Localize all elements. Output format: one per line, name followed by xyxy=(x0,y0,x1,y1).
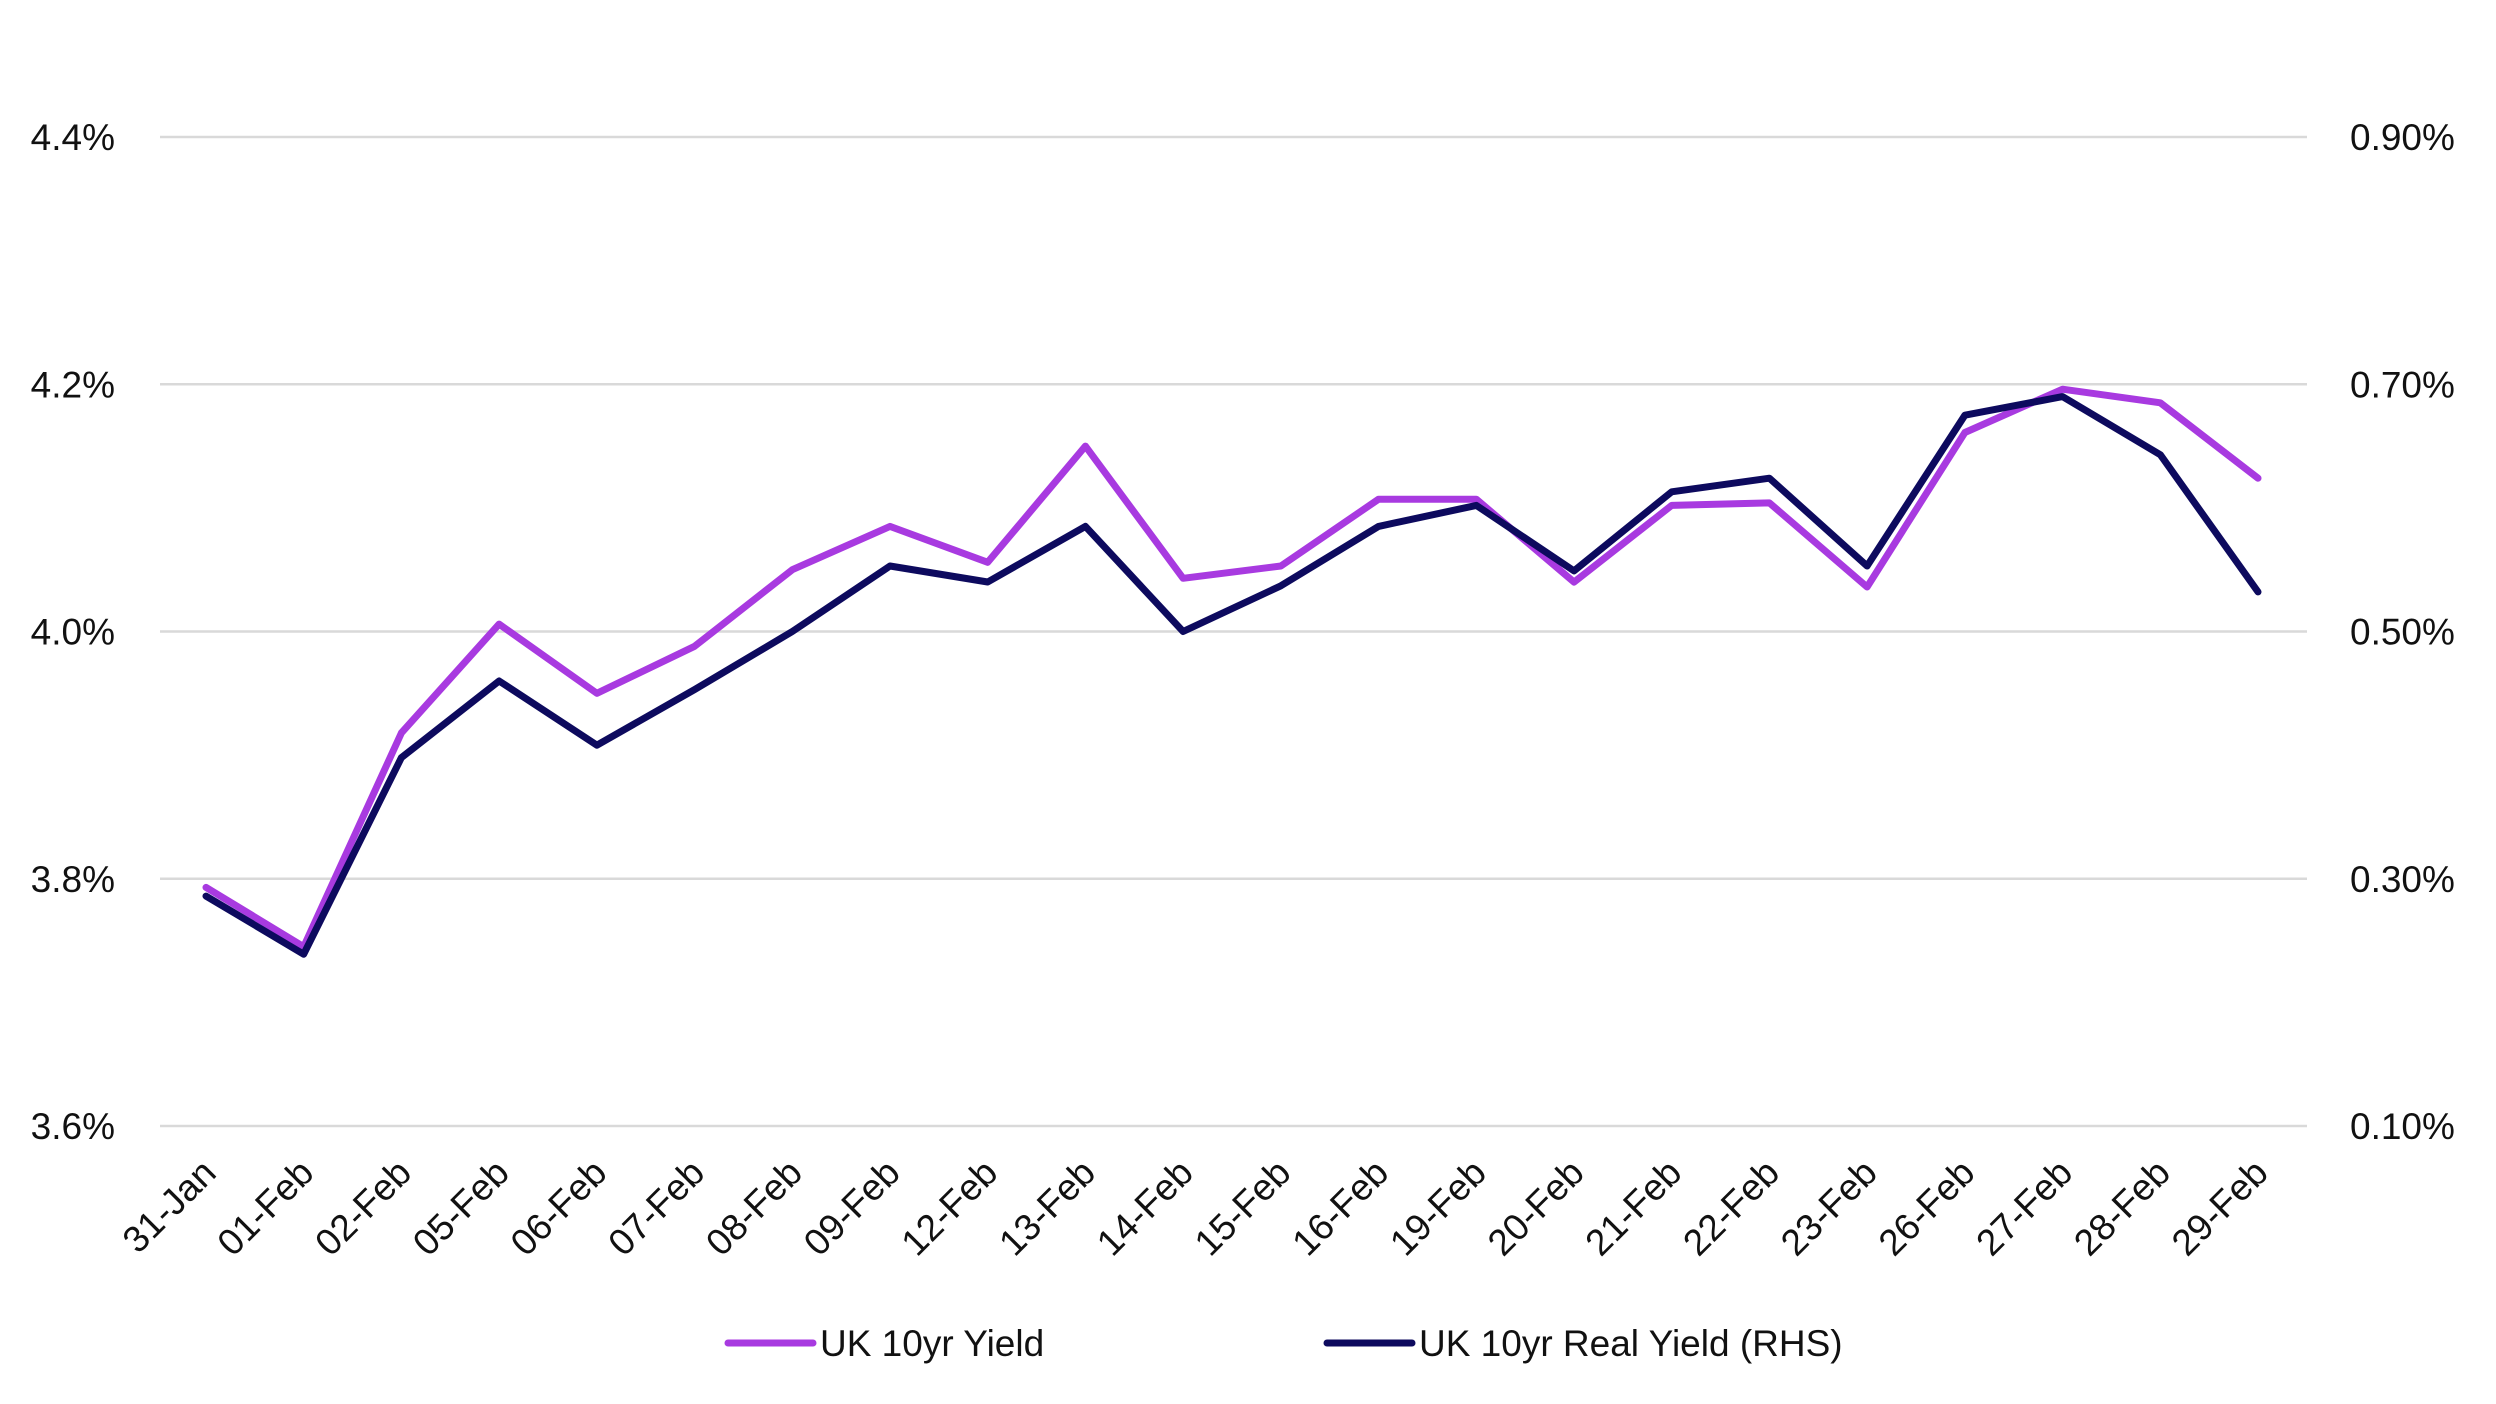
x-axis-tick-label: 06-Feb xyxy=(503,1152,615,1264)
left-axis-tick-label: 4.4% xyxy=(31,117,115,158)
left-axis-tick-label: 4.0% xyxy=(31,612,115,653)
x-axis-tick-label: 08-Feb xyxy=(698,1152,810,1264)
x-axis-tick-label: 13-Feb xyxy=(991,1152,1103,1264)
series-line-1 xyxy=(202,385,2262,951)
x-axis-tick-label: 31-Jan xyxy=(115,1152,224,1261)
x-axis-tick-label: 01-Feb xyxy=(209,1152,321,1264)
gridlines xyxy=(160,135,2307,1128)
x-axis-tick-label: 21-Feb xyxy=(1577,1152,1689,1264)
x-axis-tick-label: 02-Feb xyxy=(307,1152,419,1264)
x-axis-tick-label: 29-Feb xyxy=(2164,1152,2276,1264)
x-axis-tick-label: 27-Feb xyxy=(1968,1152,2080,1264)
right-axis-tick-label: 0.10% xyxy=(2350,1106,2455,1147)
x-axis-tick-label: 22-Feb xyxy=(1675,1152,1787,1264)
x-axis: 31-Jan01-Feb02-Feb05-Feb06-Feb07-Feb08-F… xyxy=(115,1152,2276,1264)
legend-label: UK 10yr Yield xyxy=(820,1323,1044,1364)
x-axis-tick-label: 23-Feb xyxy=(1773,1152,1885,1264)
legend: UK 10yr Yield UK 10yr Real Yield (RHS) xyxy=(724,1323,1843,1364)
x-axis-tick-label: 14-Feb xyxy=(1089,1152,1201,1264)
x-axis-tick-label: 12-Feb xyxy=(893,1152,1005,1264)
x-axis-tick-label: 09-Feb xyxy=(796,1152,908,1264)
series xyxy=(202,385,2262,958)
series-line-2 xyxy=(202,393,2262,958)
left-axis-tick-label: 3.8% xyxy=(31,859,115,900)
x-axis-tick-label: 07-Feb xyxy=(600,1152,712,1264)
right-axis-tick-label: 0.70% xyxy=(2350,364,2455,405)
legend-label: UK 10yr Real Yield (RHS) xyxy=(1419,1323,1843,1364)
x-axis-tick-label: 28-Feb xyxy=(2066,1152,2178,1264)
x-axis-tick-label: 16-Feb xyxy=(1284,1152,1396,1264)
x-axis-tick-label: 26-Feb xyxy=(1871,1152,1983,1264)
left-axis-tick-label: 4.2% xyxy=(31,364,115,405)
x-axis-tick-label: 05-Feb xyxy=(405,1152,517,1264)
right-axis: 0.10% 0.30% 0.50% 0.70% 0.90% xyxy=(2350,117,2455,1147)
left-axis: 3.6% 3.8% 4.0% 4.2% 4.4% xyxy=(31,117,115,1147)
right-axis-tick-label: 0.30% xyxy=(2350,859,2455,900)
left-axis-tick-label: 3.6% xyxy=(31,1106,115,1147)
right-axis-tick-label: 0.90% xyxy=(2350,117,2455,158)
x-axis-tick-label: 20-Feb xyxy=(1480,1152,1592,1264)
x-axis-tick-label: 15-Feb xyxy=(1187,1152,1299,1264)
right-axis-tick-label: 0.50% xyxy=(2350,612,2455,653)
x-axis-tick-label: 19-Feb xyxy=(1382,1152,1494,1264)
